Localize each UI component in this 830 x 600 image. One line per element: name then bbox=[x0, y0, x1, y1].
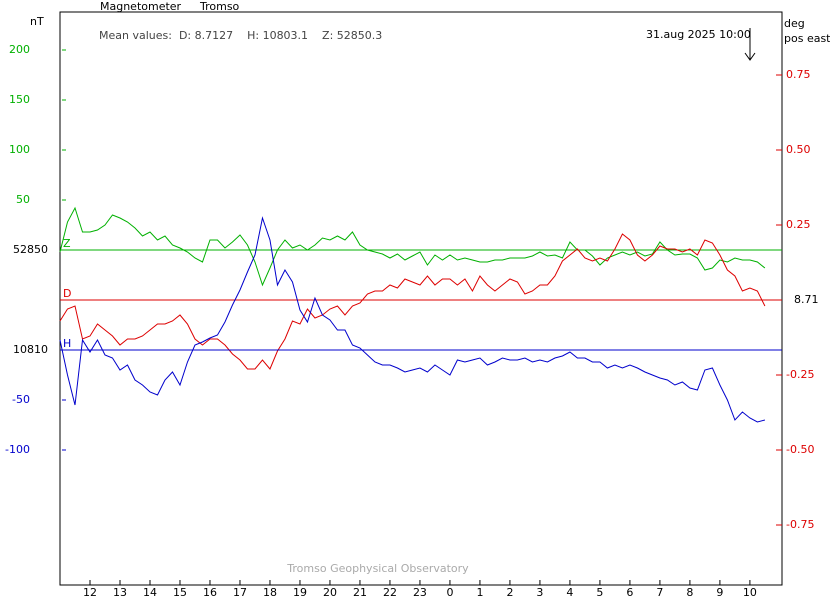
x-tick-label: 3 bbox=[536, 586, 543, 599]
x-tick-label: 22 bbox=[383, 586, 397, 599]
x-tick-label: 13 bbox=[113, 586, 127, 599]
plot-frame bbox=[59, 11, 783, 586]
series-label: D bbox=[63, 287, 71, 300]
baseline-label: 10810 bbox=[13, 343, 48, 356]
trace-line bbox=[59, 216, 766, 423]
footer: Tromso Geophysical Observatory bbox=[286, 562, 469, 575]
x-tick-label: 23 bbox=[413, 586, 427, 599]
x-tick-label: 4 bbox=[566, 586, 573, 599]
y-tick-label: 200 bbox=[9, 43, 30, 56]
y2-tick-label: 0.25 bbox=[786, 218, 811, 231]
y2-tick-label: 0.75 bbox=[786, 68, 811, 81]
y-tick-label: -50 bbox=[12, 393, 30, 406]
time-arrow-head bbox=[744, 52, 756, 61]
x-tick-label: 8 bbox=[686, 586, 693, 599]
timestamp: 31.aug 2025 10:00 bbox=[646, 28, 751, 41]
station-name: Tromso bbox=[199, 0, 240, 13]
x-tick-label: 17 bbox=[233, 586, 247, 599]
x-tick-label: 1 bbox=[476, 586, 483, 599]
y-axis-label: nT bbox=[30, 15, 44, 28]
y2-axis-label: pos east bbox=[784, 32, 830, 45]
baseline-label: 52850 bbox=[13, 243, 48, 256]
x-tick-label: 12 bbox=[83, 586, 97, 599]
y2-tick-label: -0.75 bbox=[786, 518, 814, 531]
baseline-label: 8.71 bbox=[794, 293, 819, 306]
y-tick-label: 150 bbox=[9, 93, 30, 106]
x-tick-label: 5 bbox=[596, 586, 603, 599]
y-tick-label: 50 bbox=[16, 193, 30, 206]
trace-line bbox=[59, 206, 766, 287]
x-tick-label: 0 bbox=[446, 586, 453, 599]
x-tick-label: 14 bbox=[143, 586, 157, 599]
x-tick-label: 2 bbox=[506, 586, 513, 599]
y2-tick-label: 0.50 bbox=[786, 143, 811, 156]
x-tick-label: 21 bbox=[353, 586, 367, 599]
mean-values: Mean values: D: 8.7127 H: 10803.1 Z: 528… bbox=[99, 29, 382, 42]
x-tick-label: 18 bbox=[263, 586, 277, 599]
x-tick-label: 7 bbox=[656, 586, 663, 599]
y-tick-label: 100 bbox=[9, 143, 30, 156]
x-tick-label: 6 bbox=[626, 586, 633, 599]
x-tick-label: 20 bbox=[323, 586, 337, 599]
y2-axis-label: deg bbox=[784, 17, 805, 30]
y2-tick-label: -0.25 bbox=[786, 368, 814, 381]
series-label: H bbox=[63, 337, 71, 350]
series-label: Z bbox=[63, 237, 71, 250]
x-tick-label: 16 bbox=[203, 586, 217, 599]
x-tick-label: 19 bbox=[293, 586, 307, 599]
trace-line bbox=[59, 233, 766, 370]
y2-tick-label: -0.50 bbox=[786, 443, 814, 456]
x-tick-label: 15 bbox=[173, 586, 187, 599]
chart-title: Magnetometer bbox=[100, 0, 182, 13]
y-tick-label: -100 bbox=[5, 443, 30, 456]
x-tick-label: 9 bbox=[716, 586, 723, 599]
x-tick-label: 10 bbox=[743, 586, 757, 599]
